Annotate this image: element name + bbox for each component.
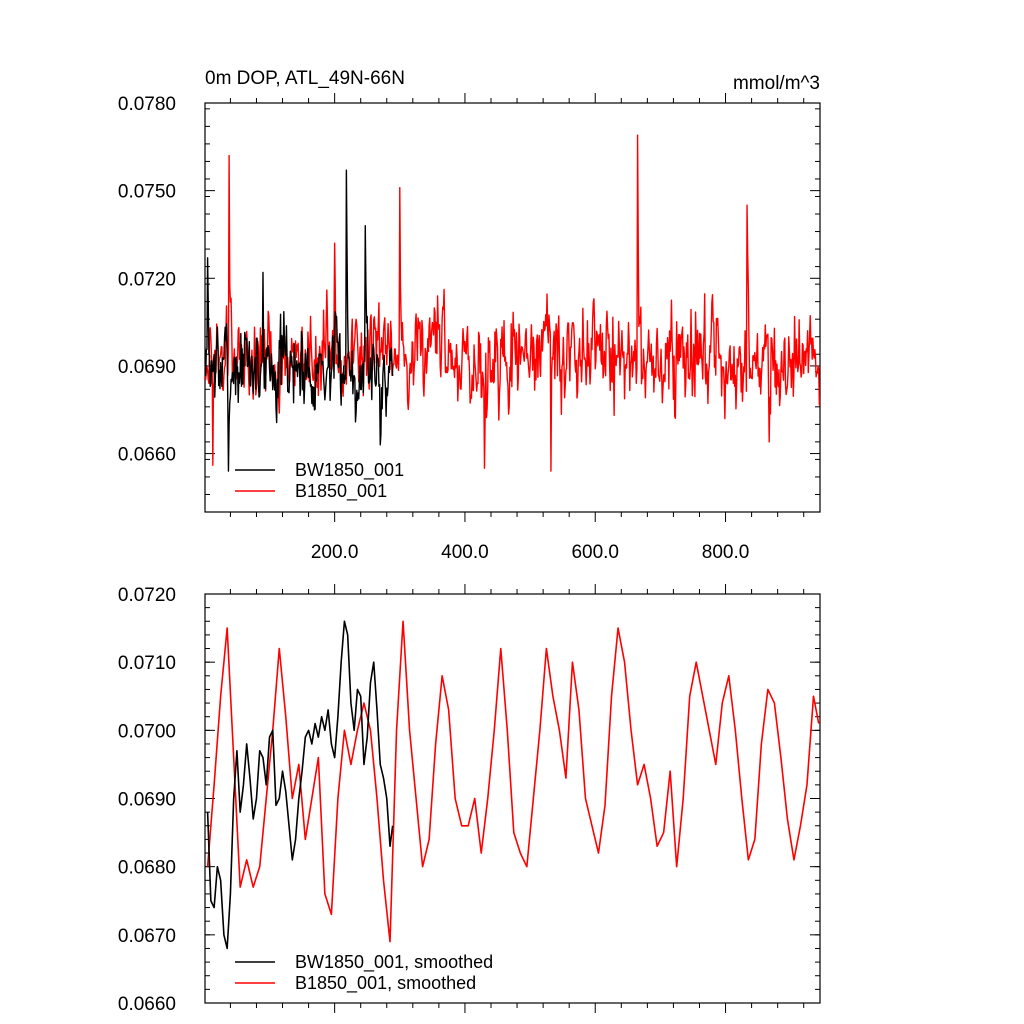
x-tick-label: 400.0 (441, 542, 489, 563)
legend-label: BW1850_001, smoothed (295, 952, 493, 973)
legend-label: B1850_001, smoothed (295, 973, 476, 994)
y-tick-label: 0.0700 (118, 721, 176, 742)
series-line-1 (206, 620, 820, 943)
bottom-panel-smoothed: 0.0660 0.0670 0.0680 0.0690 0.0700 0.0710 0.07… (118, 584, 821, 1015)
x-tick-label: 800.0 (702, 542, 750, 563)
series-line-1 (205, 134, 820, 472)
y-tick-label: 0.0780 (118, 94, 176, 115)
legend-label: B1850_001 (295, 481, 387, 502)
y-tick-label: 0.0710 (118, 653, 176, 674)
legend-label: BW1850_001 (295, 460, 404, 481)
x-tick-label: 200.0 (311, 542, 359, 563)
chart-title: 0m DOP, ATL_49N-66N (205, 68, 405, 89)
series-line-0 (206, 620, 394, 950)
y-tick-label: 0.0720 (118, 585, 176, 606)
y-tick-label: 0.0670 (118, 926, 176, 947)
y-tick-label: 0.0690 (118, 790, 176, 811)
y-tick-label: 0.0690 (118, 357, 176, 378)
plot-frame (204, 593, 821, 1004)
y-tick-label: 0.0750 (118, 182, 176, 203)
y-tick-label: 0.0660 (118, 994, 176, 1015)
top-panel-raw: 0.0660 0.0690 0.0720 0.0750 0.0780 200.0 400.0… (118, 68, 821, 563)
y-tick-label: 0.0680 (118, 858, 176, 879)
units-label: mmol/m^3 (733, 73, 820, 94)
y-tick-label: 0.0660 (118, 445, 176, 466)
plot-frame (204, 102, 821, 513)
x-tick-label: 600.0 (571, 542, 619, 563)
y-tick-label: 0.0720 (118, 269, 176, 290)
series-line-0 (205, 169, 394, 472)
